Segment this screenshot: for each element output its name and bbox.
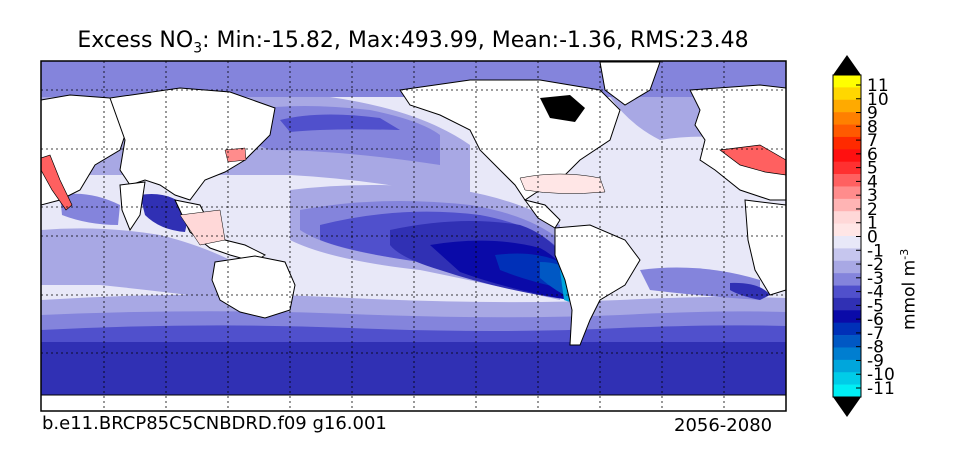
colorbar-tick-label: 4 <box>867 172 878 192</box>
colorbar-cell <box>833 310 861 323</box>
colorbar-tick-label: 2 <box>867 200 878 220</box>
colorbar-tick-label: -1 <box>867 241 884 261</box>
colorbar-tick-label: -8 <box>867 338 884 358</box>
chart-title: Excess NO3: Min:-15.82, Max:493.99, Mean… <box>0 28 826 56</box>
colorbar-cell <box>833 186 861 200</box>
arabian-sea-band <box>60 193 120 225</box>
units-text: mmol m <box>899 259 920 330</box>
colorbar-cell <box>833 149 861 162</box>
colorbar-cell <box>833 236 861 249</box>
colorbar-cell <box>833 359 861 373</box>
red-sea-anomaly <box>41 154 73 211</box>
colorbar-cell <box>833 174 861 187</box>
southern-ocean-band-5 <box>41 342 786 411</box>
colorbar-tick-label: 1 <box>867 214 878 234</box>
case-name: b.e11.BRCP85C5CNBDRD.f09 g16.001 <box>42 413 387 434</box>
hudson-bay-masked <box>540 95 585 122</box>
colorbar-cell <box>833 273 861 286</box>
colorbar-cell <box>833 136 861 150</box>
colorbar-tick-label: -7 <box>867 324 884 344</box>
land-masses <box>41 61 786 411</box>
land-india <box>119 181 146 232</box>
map-field <box>41 61 786 411</box>
colorbar-cell <box>833 198 861 212</box>
colorbar-cell <box>833 347 861 361</box>
colorbar-cell <box>833 260 861 274</box>
colorbar-tick-label: 6 <box>867 145 878 165</box>
colorbar-cell <box>833 223 861 237</box>
land-mideast <box>41 94 131 206</box>
indian-ocean-band-2 <box>41 228 230 300</box>
colorbar-cell <box>833 297 861 311</box>
colorbar-tick-label: -2 <box>867 255 884 275</box>
south-china-sea-anomaly <box>179 209 226 246</box>
colorbar-units-label: mmol m-3 <box>898 249 920 330</box>
title-stats: : Min:-15.82, Max:493.99, Mean:-1.36, RM… <box>202 28 749 53</box>
colorbar-cell <box>833 87 861 101</box>
colorbar-tick-label: -4 <box>867 283 884 303</box>
colorbar-cell <box>833 161 861 175</box>
colorbar-tick-label: 9 <box>867 104 878 124</box>
colorbar-cell <box>833 285 861 299</box>
colorbar-extend-bottom <box>833 397 861 417</box>
colorbar-tick-label: 3 <box>867 186 878 206</box>
japan-sea-anomaly <box>224 147 247 163</box>
colorbar-cell <box>833 112 861 125</box>
colorbar-cell <box>833 248 861 262</box>
colorbar-extend-top <box>833 55 861 75</box>
colorbar-tick-label: 0 <box>867 228 878 248</box>
colorbar-tick-label: -9 <box>867 351 884 371</box>
colorbar-tick-label: -11 <box>867 379 895 399</box>
map-frame <box>40 60 787 412</box>
colorbar-tick-label: -10 <box>867 365 895 385</box>
colorbar-cell <box>833 335 861 348</box>
units-exponent: -3 <box>898 248 911 260</box>
colorbar-cell <box>833 124 861 138</box>
title-subscript: 3 <box>193 40 203 57</box>
colorbar-tick-label: 5 <box>867 159 878 179</box>
colorbar-tick-label: 7 <box>867 131 878 151</box>
title-prefix: Excess NO <box>77 28 194 53</box>
land-africa-south <box>744 199 786 296</box>
graticule <box>41 61 786 411</box>
colorbar-cell <box>833 372 861 385</box>
benguela-band <box>730 282 770 300</box>
colorbar-cell <box>833 75 861 88</box>
colorbar-cell <box>833 99 861 113</box>
colorbar-cell <box>833 322 861 336</box>
land-asia <box>109 87 276 201</box>
time-period: 2056-2080 <box>674 415 773 436</box>
north-pacific-band-5 <box>280 114 400 132</box>
colorbar-tick-label: 10 <box>867 90 889 110</box>
colorbar-tick-label: 11 <box>867 76 889 96</box>
colorbar-cell <box>833 384 861 398</box>
land-central-america <box>523 199 561 229</box>
colorbar-tick-label: -5 <box>867 296 884 316</box>
land-australia <box>211 255 296 319</box>
colorbar-cell <box>833 211 861 224</box>
land-south-america <box>554 224 641 346</box>
colorbar-tick-label: -6 <box>867 310 884 330</box>
south-atlantic-band-3 <box>640 267 760 300</box>
colorbar-tick-label: 8 <box>867 117 878 137</box>
colorbar-tick-label: -3 <box>867 269 884 289</box>
gulf-of-mexico-anomaly <box>519 173 606 194</box>
mediterranean-anomaly <box>719 144 786 176</box>
land-greenland <box>599 61 661 106</box>
